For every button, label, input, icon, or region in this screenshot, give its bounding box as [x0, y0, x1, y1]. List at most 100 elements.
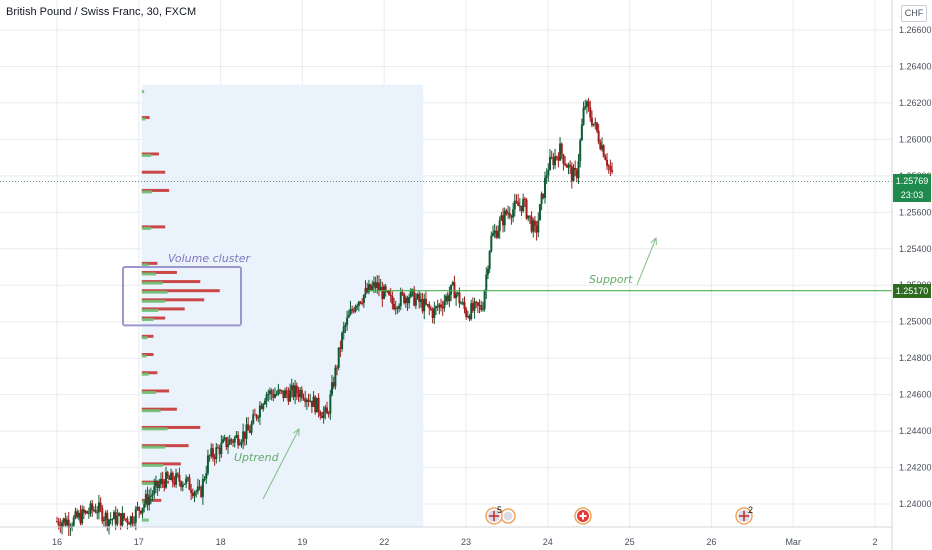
- support-arrow[interactable]: [636, 236, 657, 286]
- candle-body: [382, 286, 385, 299]
- volume-profile-range[interactable]: [141, 84, 424, 527]
- candle-body: [579, 140, 582, 162]
- candle-body: [585, 101, 588, 107]
- candle-body: [589, 107, 592, 118]
- candle-body: [500, 215, 503, 221]
- candle-body: [562, 154, 565, 164]
- candle-body: [228, 439, 231, 445]
- swiss-flag-event-icon[interactable]: [574, 507, 592, 525]
- candle-body: [416, 293, 419, 299]
- event-count: 2: [748, 505, 753, 515]
- candle-body: [470, 303, 473, 320]
- candle-body: [206, 455, 209, 474]
- candle-body: [491, 233, 494, 236]
- candle-body: [237, 435, 240, 446]
- candle-body: [242, 431, 245, 442]
- candle-body: [210, 448, 213, 456]
- uk-flag-event-icon[interactable]: 2: [735, 505, 753, 525]
- candle-body: [401, 292, 404, 294]
- candle-body: [223, 437, 226, 440]
- candle-body: [549, 156, 552, 170]
- candle-body: [483, 291, 486, 309]
- price-axis-label: 1.24000: [899, 499, 932, 509]
- candle-body: [91, 503, 94, 510]
- candle-body: [101, 507, 104, 522]
- candle-body: [109, 519, 112, 521]
- candle-body: [156, 480, 159, 488]
- volume-cluster-box[interactable]: [122, 266, 242, 327]
- candle-body: [480, 305, 483, 310]
- candle-body: [507, 212, 510, 214]
- candle-body: [84, 511, 87, 513]
- candle-body: [486, 268, 489, 275]
- currency-button[interactable]: CHF: [901, 5, 927, 22]
- candle-body: [342, 326, 345, 333]
- candle-body: [565, 164, 568, 168]
- volume-profile-bar-down: [141, 280, 201, 284]
- candle-body: [238, 444, 241, 446]
- candle-body: [481, 308, 484, 310]
- candle-body: [107, 519, 110, 527]
- candle-body: [270, 390, 273, 395]
- candle-body: [575, 170, 578, 179]
- candle-body: [295, 385, 298, 394]
- candle-body: [227, 444, 230, 448]
- candle-body: [522, 198, 525, 212]
- uptrend-arrow[interactable]: [262, 427, 300, 500]
- volume-profile-bar-up: [141, 336, 148, 340]
- candle-body: [317, 397, 320, 413]
- candle-body: [258, 405, 261, 418]
- candle-body: [190, 489, 193, 493]
- candle-body: [225, 437, 228, 448]
- candle-body: [186, 477, 189, 479]
- candle-body: [570, 166, 573, 182]
- candle-body: [599, 142, 602, 150]
- candle-body: [418, 293, 421, 302]
- candle-body: [545, 175, 548, 178]
- candle-body: [175, 473, 178, 485]
- candle-body: [248, 430, 251, 433]
- candle-body: [339, 347, 342, 350]
- candle-body: [606, 160, 609, 166]
- candle-body: [547, 169, 550, 176]
- candle-body: [359, 301, 362, 303]
- candle-body: [66, 519, 69, 526]
- candle-body: [180, 481, 183, 488]
- candle-body: [252, 414, 255, 424]
- candle-body: [267, 393, 270, 395]
- candle-body: [114, 512, 117, 525]
- candle-body: [96, 512, 99, 514]
- candle-body: [94, 509, 97, 513]
- candle-body: [141, 507, 144, 514]
- candle-body: [569, 164, 572, 167]
- candle-body: [560, 143, 563, 155]
- candle-body: [280, 390, 283, 392]
- candle-body: [61, 522, 64, 529]
- time-axis-label: 24: [543, 537, 553, 547]
- candle-body: [374, 282, 377, 288]
- symbol-title[interactable]: British Pound / Swiss Franc, 30, FXCM: [6, 6, 197, 18]
- time-axis-label: 16: [52, 537, 62, 547]
- candle-body: [99, 502, 102, 508]
- candle-body: [104, 512, 107, 520]
- candle-body: [163, 482, 166, 488]
- candle-body: [336, 367, 339, 369]
- candle-body: [372, 282, 375, 287]
- candle-body: [406, 297, 409, 304]
- candle-body: [263, 400, 266, 405]
- uk-flag-events-icon[interactable]: 5: [485, 505, 516, 525]
- volume-profile-bar-up: [141, 117, 146, 121]
- volume-profile-bar-up: [141, 90, 145, 94]
- volume-profile-bar-up: [141, 290, 168, 294]
- price-axis-label: 1.24200: [899, 463, 932, 473]
- time-axis-label: 26: [706, 537, 716, 547]
- candle-body: [352, 310, 355, 312]
- candle-body: [391, 295, 394, 304]
- candle-body: [503, 210, 506, 226]
- candle-body: [341, 332, 344, 350]
- candle-body: [362, 294, 365, 303]
- candle-body: [567, 164, 570, 168]
- volume-profile-bar-up: [141, 299, 166, 303]
